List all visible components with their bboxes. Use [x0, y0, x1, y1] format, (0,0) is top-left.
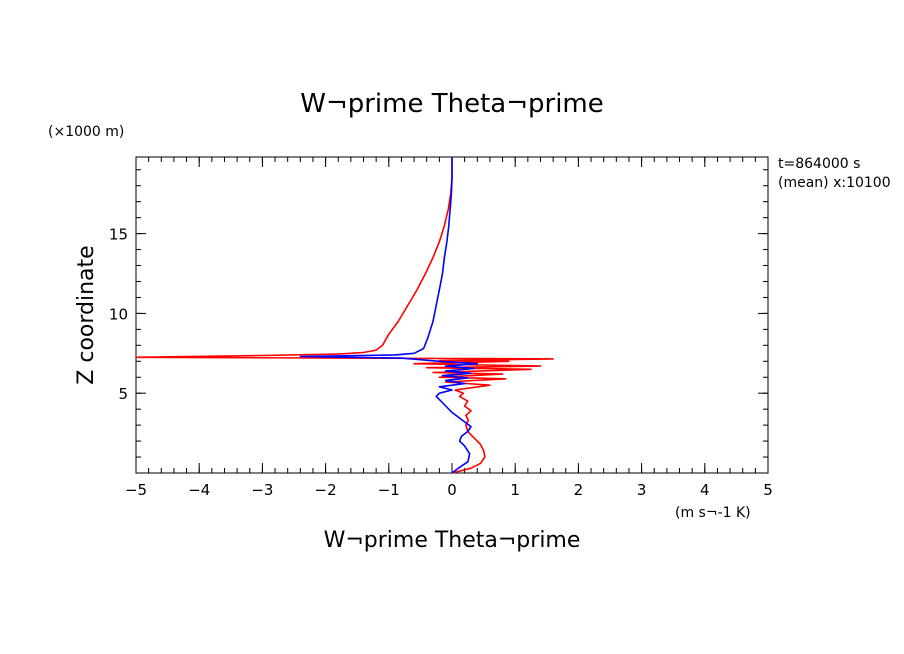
info-time: t=864000 s	[778, 156, 860, 172]
x-tick-label: 1	[510, 481, 520, 499]
x-tick-label: −5	[125, 481, 147, 499]
x-tick-label: −1	[378, 481, 400, 499]
y-tick-label: 5	[118, 385, 128, 403]
plot-frame	[135, 156, 769, 474]
x-tick-label: 5	[763, 481, 773, 499]
plot-area	[135, 156, 769, 474]
x-tick-label: −2	[315, 481, 337, 499]
y-tick-labels: 5 10 15	[109, 226, 128, 404]
y-axis-label: Z coordinate	[74, 245, 99, 384]
x-tick-label: 2	[574, 481, 584, 499]
chart-title: W¬prime Theta¬prime	[300, 89, 604, 119]
y-tick-label: 10	[109, 305, 128, 323]
x-tick-label: −4	[188, 481, 210, 499]
series-lines	[135, 157, 554, 474]
x-axis-label: W¬prime Theta¬prime	[324, 528, 581, 553]
x-tick-label: 3	[637, 481, 647, 499]
x-tick-label: −3	[251, 481, 273, 499]
x-tick-label: 4	[700, 481, 710, 499]
x-units-label: (m s¬-1 K)	[675, 505, 751, 521]
info-mean: (mean) x:10100	[778, 175, 891, 191]
x-tick-label: 0	[447, 481, 457, 499]
y-tick-label: 15	[109, 226, 128, 244]
series-line-2	[299, 157, 479, 474]
series-line-1	[135, 157, 554, 474]
x-tick-labels: −5 −4 −3 −2 −1 0 1 2 3 4 5	[125, 481, 773, 499]
tick-marks	[135, 157, 769, 473]
y-units-label: (×1000 m)	[48, 124, 124, 140]
